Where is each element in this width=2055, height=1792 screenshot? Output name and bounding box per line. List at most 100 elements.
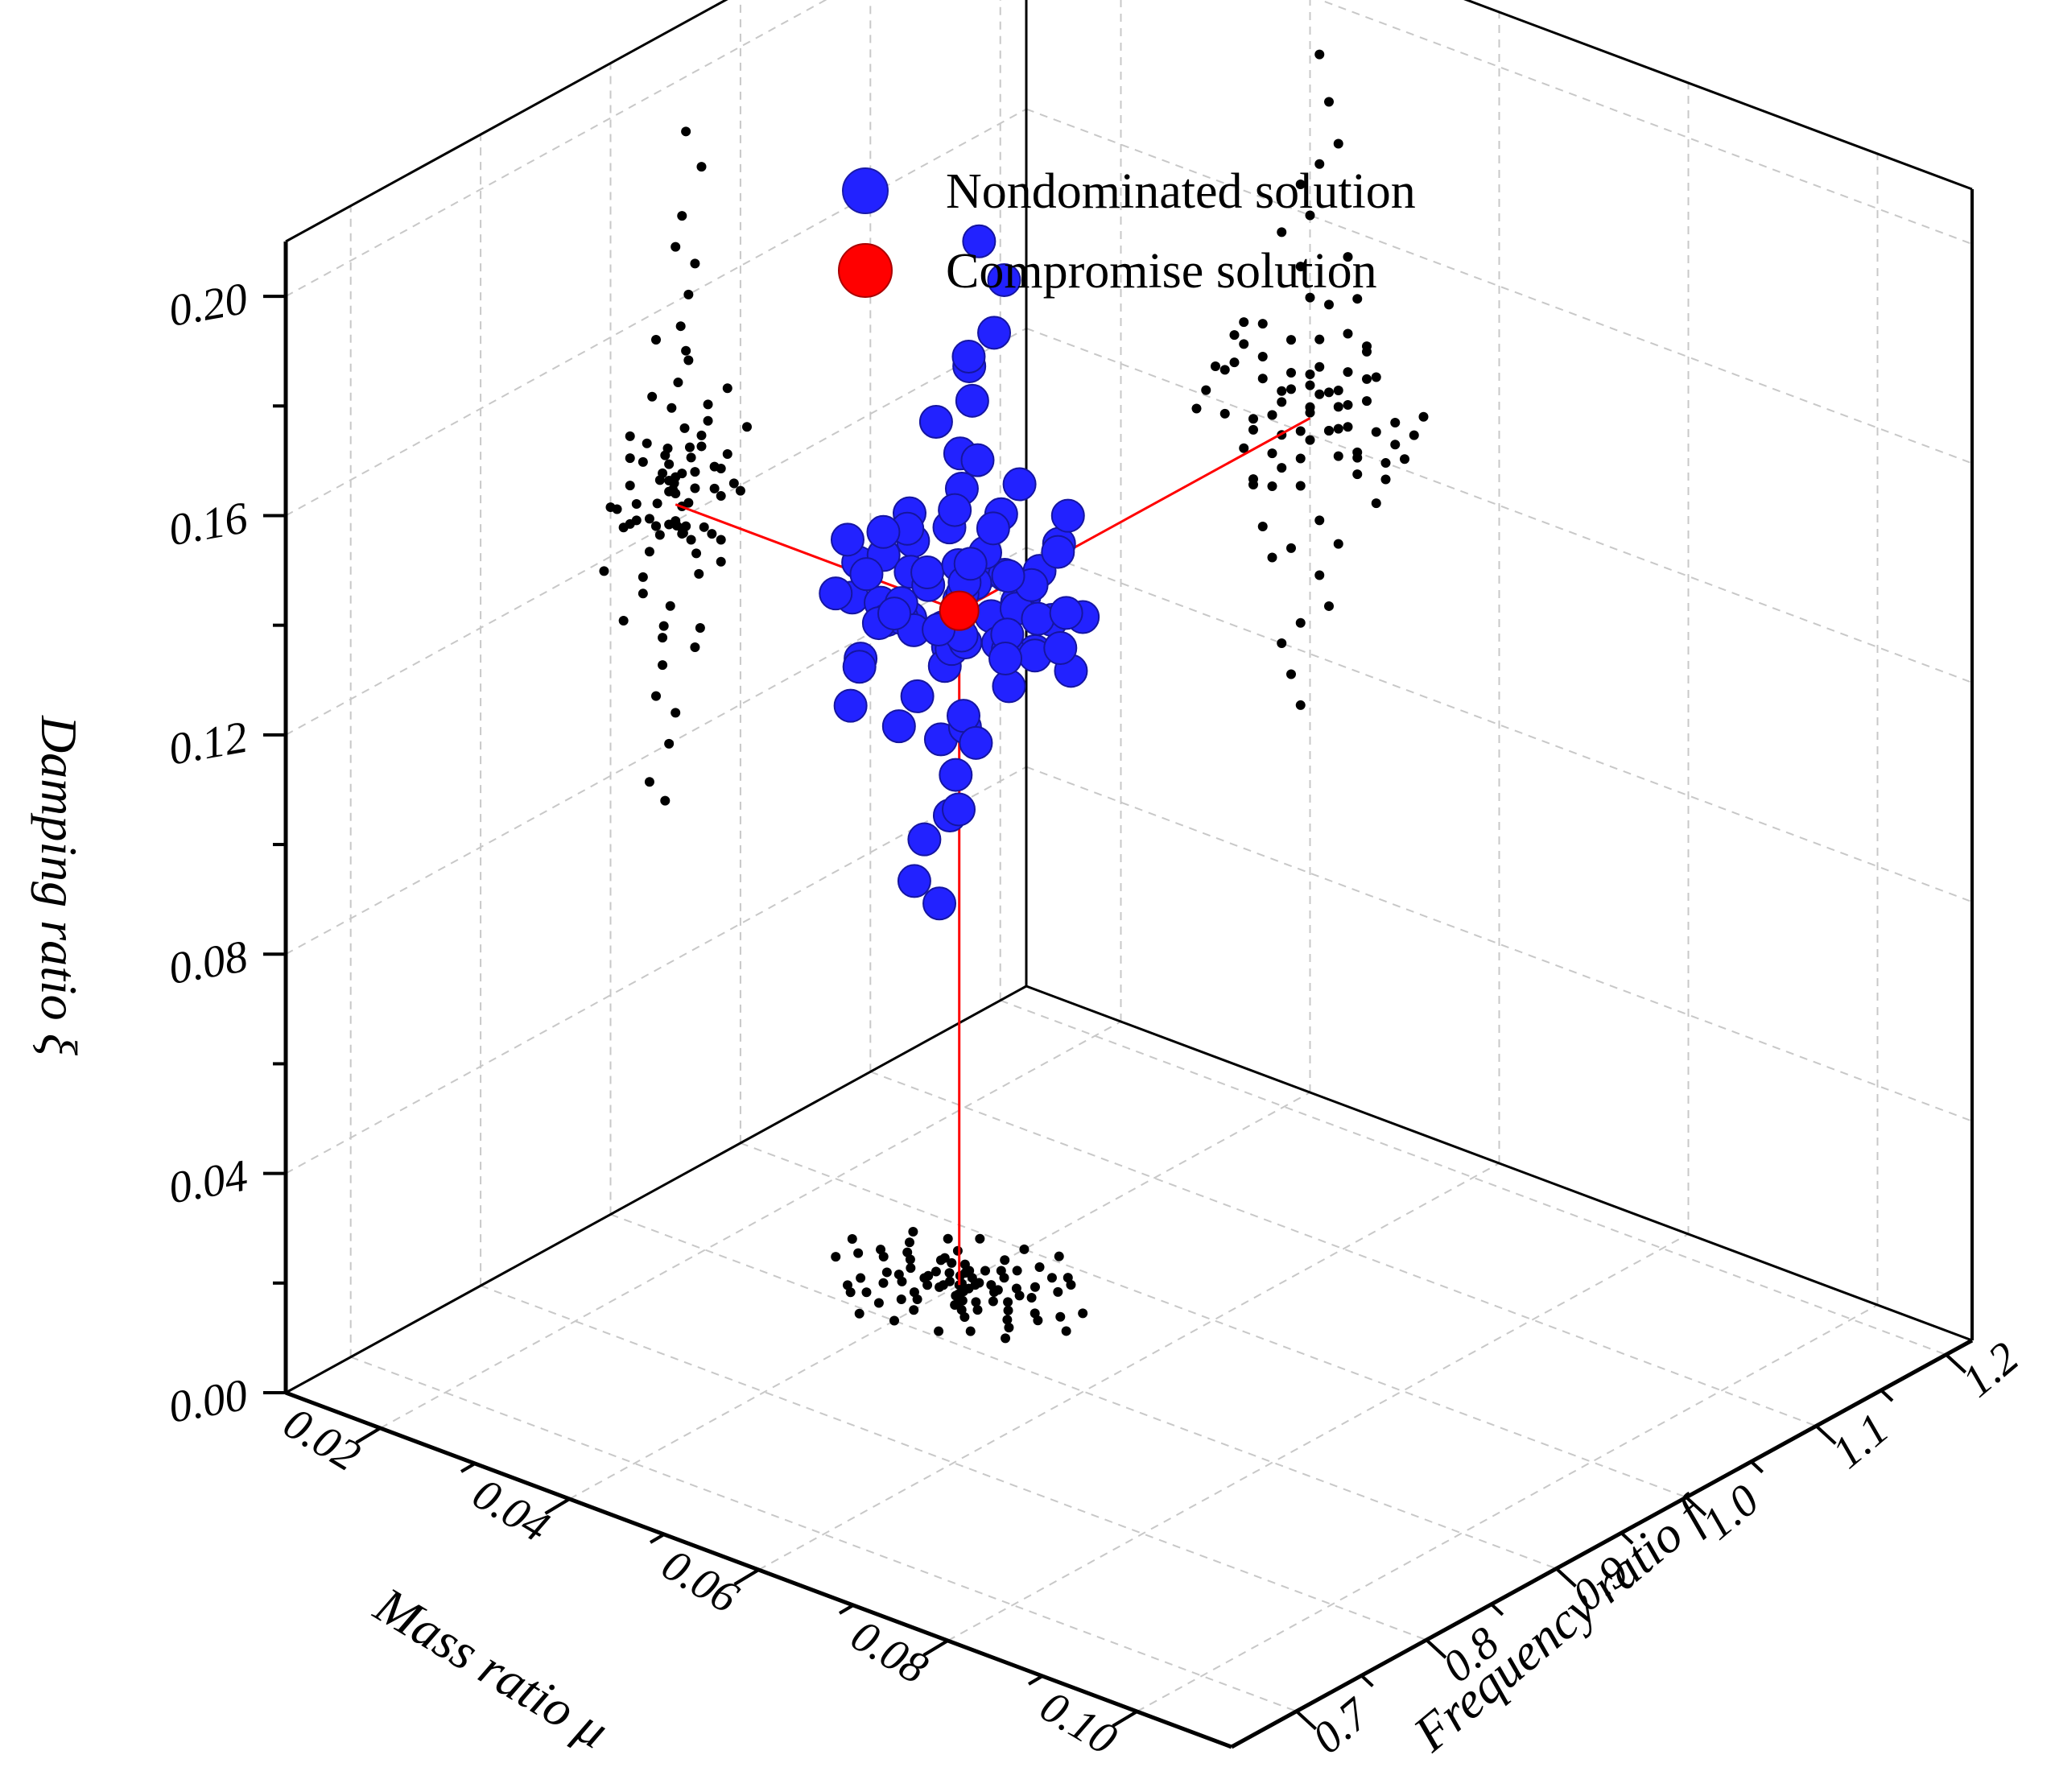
projection-point-floor: [854, 1308, 865, 1319]
projection-point-back: [1191, 403, 1202, 414]
z-tick-label: 0.16: [165, 493, 251, 555]
nondominated-point: [1050, 498, 1085, 533]
projection-point-floor: [954, 1298, 964, 1308]
projection-point-side: [709, 461, 720, 472]
x-tick: [355, 1427, 382, 1444]
projection-point-side: [690, 483, 700, 493]
projection-point-floor: [943, 1233, 953, 1244]
projection-point-back: [1362, 346, 1372, 357]
nondominated-point: [1041, 535, 1075, 569]
projection-point-floor: [1046, 1273, 1057, 1283]
data-points: [819, 224, 1100, 921]
projection-point-back: [1352, 469, 1363, 480]
projection-point-side: [735, 485, 745, 496]
projection-point-floor: [964, 1266, 975, 1276]
projection-point-floor: [1026, 1292, 1037, 1303]
projection-point-back: [1314, 389, 1325, 399]
projection-point-side: [741, 422, 752, 432]
projection-point-side: [703, 415, 713, 426]
projection-point-back: [1267, 448, 1277, 459]
projection-point-floor: [919, 1273, 930, 1283]
projection-point-floor: [853, 1248, 864, 1258]
projection-point-back: [1239, 317, 1249, 328]
x-tick-label: 0.02: [275, 1398, 369, 1482]
projection-point-back: [1400, 454, 1409, 465]
nondominated-point: [938, 493, 972, 527]
x-minor-tick: [460, 1462, 477, 1473]
y-tick: [1685, 1496, 1707, 1517]
projection-point-floor: [847, 1233, 857, 1244]
projection-point-side: [666, 403, 677, 413]
projection-point-back: [1371, 498, 1381, 509]
projection-point-side: [707, 529, 717, 539]
grid-lines: [285, 0, 1973, 1712]
y-minor-tick: [1750, 1460, 1764, 1474]
projection-point-side: [691, 548, 702, 559]
projection-point-floor: [893, 1270, 904, 1280]
y-minor-tick: [1490, 1603, 1504, 1617]
projection-point-side: [605, 502, 616, 513]
projection-point-back: [1305, 292, 1315, 303]
projection-point-back: [1333, 138, 1343, 149]
projection-point-back: [1314, 361, 1325, 372]
projection-point-back: [1305, 369, 1315, 379]
projection-point-back: [1324, 601, 1334, 611]
projection-point-side: [647, 391, 658, 402]
projection-point-back: [1333, 539, 1343, 549]
grid-line: [285, 327, 1027, 736]
y-axis-title: Frequency ratio f: [1402, 1484, 1719, 1763]
nondominated-point: [1049, 596, 1083, 630]
projection-point-side: [696, 162, 707, 172]
nondominated-point: [842, 650, 877, 684]
frame-edge: [1025, 985, 1973, 1342]
x-tick: [733, 1568, 760, 1586]
x-tick: [1112, 1710, 1138, 1728]
projection-point-back: [1277, 227, 1287, 237]
projection-point-floor: [935, 1255, 946, 1266]
projection-point-side: [651, 521, 661, 531]
projection-point-side: [673, 378, 683, 388]
x-tick-label: 0.10: [1032, 1682, 1125, 1765]
projection-point-floor: [881, 1267, 892, 1278]
projection-point-back: [1295, 700, 1306, 710]
frame-edge: [1463, 0, 1973, 191]
projection-point-floor: [999, 1273, 1009, 1283]
grid-line: [1000, 999, 1947, 1356]
projection-point-side: [671, 242, 681, 252]
projection-point-floor: [876, 1245, 886, 1255]
projection-point-side: [683, 355, 694, 365]
projection-point-back: [1409, 430, 1419, 440]
projection-point-floor: [1019, 1244, 1030, 1254]
nondominated-point: [910, 555, 945, 590]
projection-point-floor: [1003, 1297, 1013, 1307]
projection-point-back: [1295, 262, 1306, 272]
projection-point-side: [638, 588, 648, 599]
projection-point-back: [1390, 440, 1401, 450]
projection-point-back: [1324, 299, 1334, 310]
projection-point-side: [625, 453, 635, 464]
frame-edge: [285, 0, 728, 243]
projection-point-back: [1314, 334, 1325, 345]
y-tick: [1945, 1353, 1967, 1374]
grid-line: [1137, 1304, 1878, 1712]
projection-point-back: [1371, 427, 1381, 437]
z-tick-label: 0.04: [165, 1150, 251, 1213]
projection-point-back: [1286, 384, 1296, 394]
tick-marks: 0.00 0.04 0.08 0.12 0.16 0.20 0.02 0.04 0.06 0.08…: [165, 274, 2028, 1765]
y-minor-tick: [1360, 1674, 1374, 1687]
projection-point-back: [1286, 367, 1296, 378]
projection-point-floor: [988, 1296, 998, 1307]
grid-line: [758, 1162, 1500, 1571]
projection-point-back: [1295, 426, 1306, 436]
nondominated-point: [1002, 467, 1037, 502]
nondominated-point: [991, 559, 1025, 593]
projection-point-back: [1267, 481, 1277, 491]
projection-point-side: [662, 444, 673, 454]
projection-point-side: [618, 522, 629, 533]
legend-label-compromise: Compromise solution: [946, 244, 1377, 299]
projection-point-side: [654, 530, 665, 540]
legend-marker-nondominated: [842, 167, 889, 214]
projection-point-back: [1201, 385, 1211, 395]
x-tick-label: 0.06: [654, 1540, 747, 1624]
projection-point-side: [696, 430, 707, 440]
